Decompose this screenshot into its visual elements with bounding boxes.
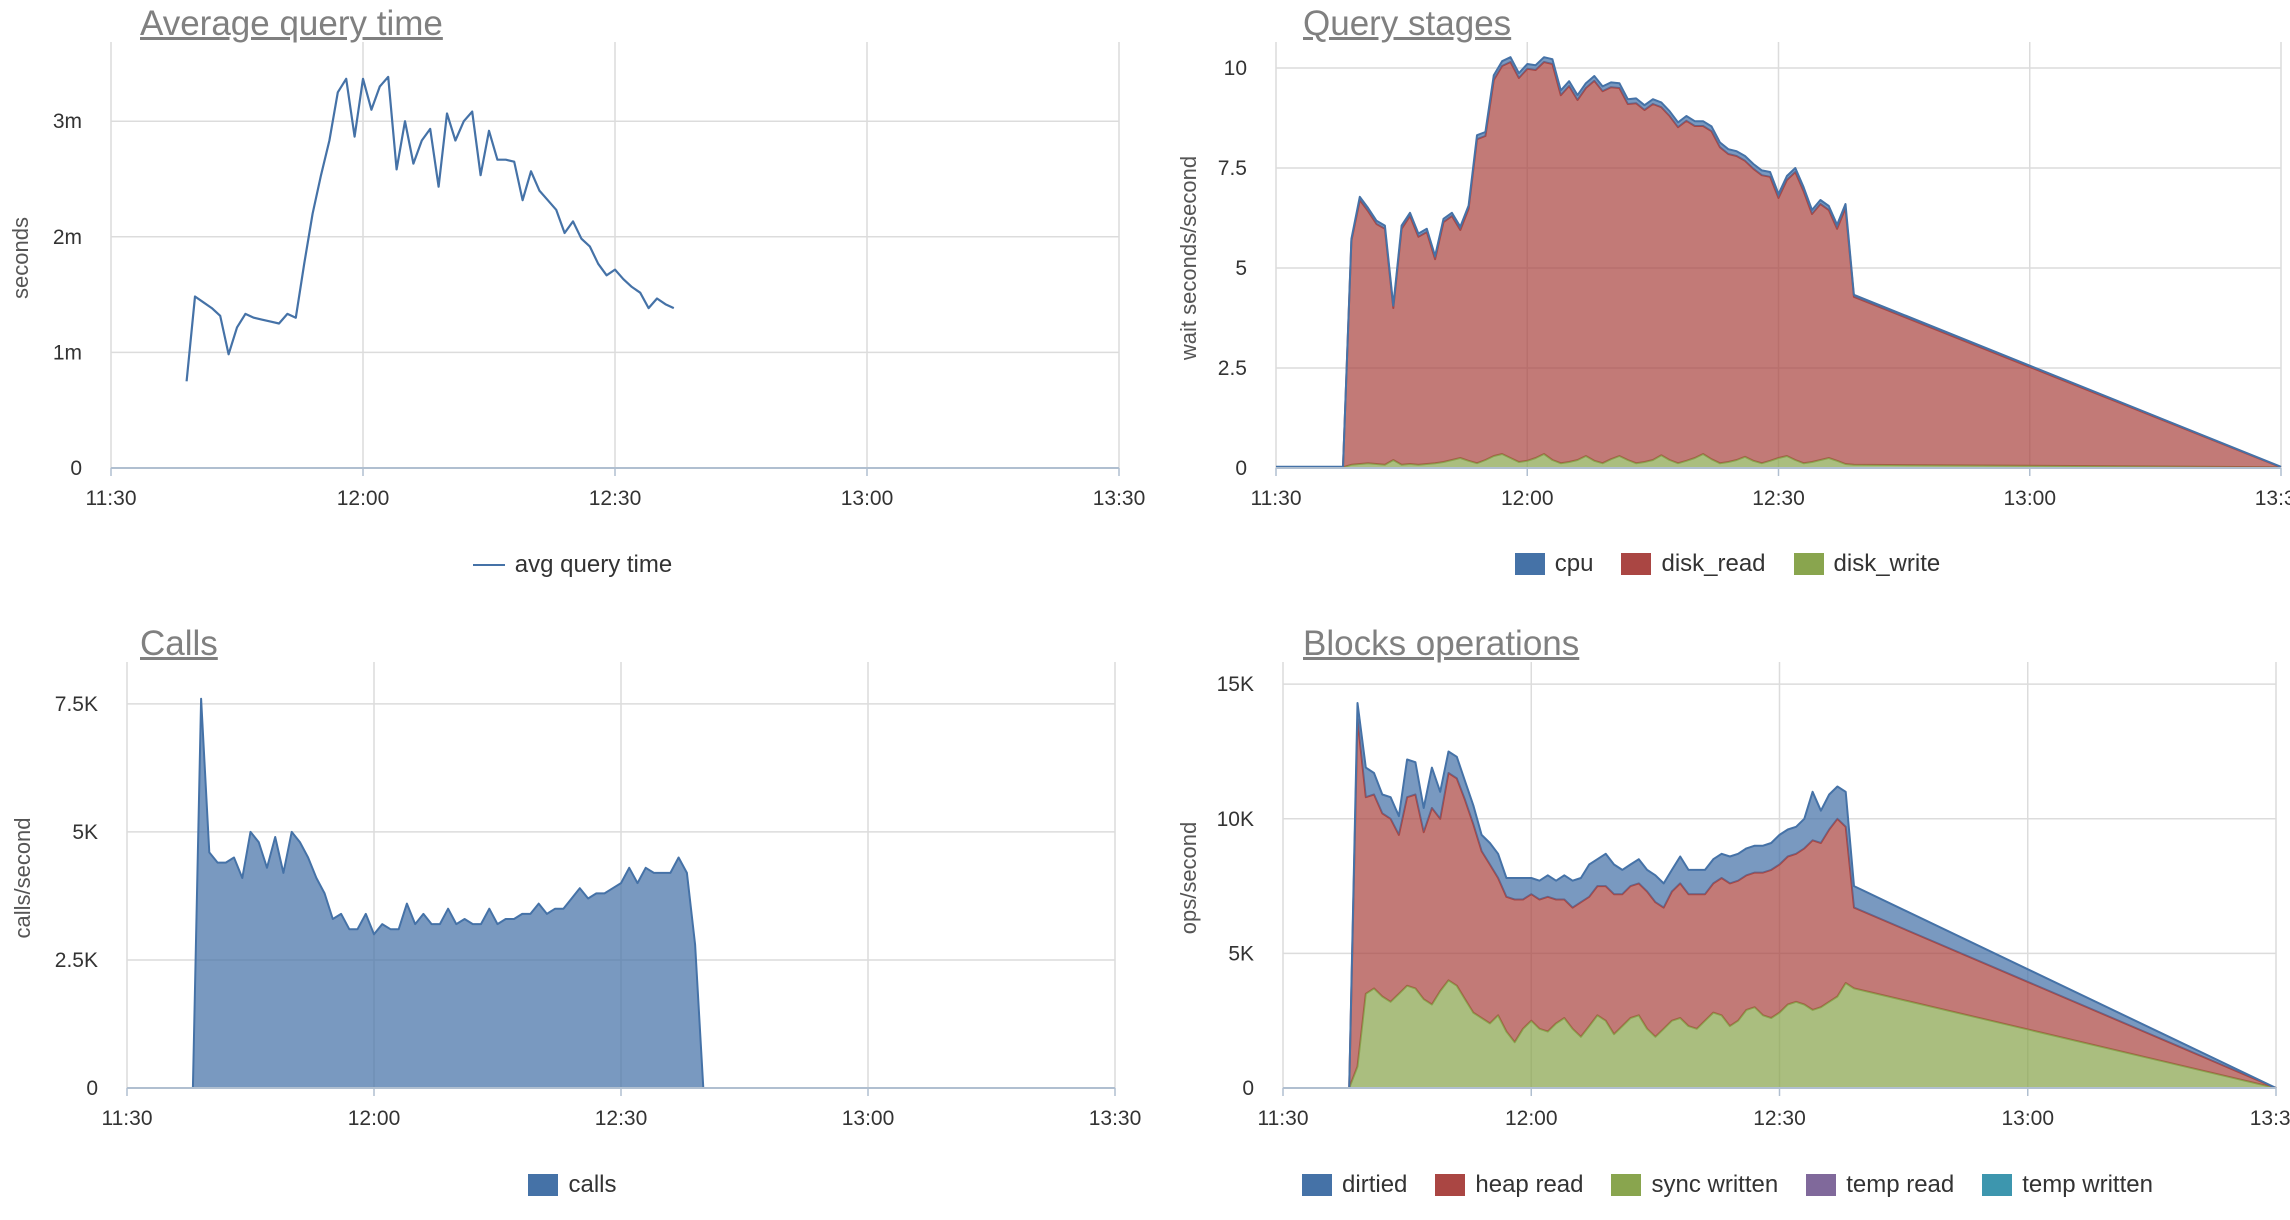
legend-swatch xyxy=(1806,1174,1837,1196)
x-tick-label: 12:30 xyxy=(1752,487,1805,510)
legend-item-avg-query-time[interactable]: avg query time xyxy=(472,551,673,579)
legend-label: heap read xyxy=(1475,1171,1584,1198)
chart-title[interactable]: Blocks operations xyxy=(1303,624,1580,663)
y-tick-label: 7.5K xyxy=(55,693,98,716)
legend-item-temp-written[interactable]: temp written xyxy=(1982,1171,2153,1199)
y-tick-label: 10K xyxy=(1217,808,1254,831)
legend-item-disk-read[interactable]: disk_read xyxy=(1621,550,1766,578)
chart-svg: 0 2.5K 5K 7.5K 11:30 12:00 12:30 13:00 13:30 call… xyxy=(10,662,1142,1130)
legend-swatch xyxy=(1611,1174,1642,1196)
chart-panel-avg-query-time: Average query time 0 1m 2m 3m 11:30 12:00 12:3… xyxy=(0,0,1145,600)
chart-panel-calls: Calls 0 2.5K 5K 7.5K 11:30 12:00 12:30 13:00 13:… xyxy=(0,620,1145,1220)
y-tick-label: 5K xyxy=(1228,942,1254,965)
legend-label: cpu xyxy=(1554,550,1594,577)
legend-item-sync-written[interactable]: sync written xyxy=(1611,1171,1778,1199)
legend-label: temp read xyxy=(1846,1171,1955,1198)
y-tick-label: 5 xyxy=(1235,257,1247,280)
legend-label: disk_write xyxy=(1833,550,1941,577)
x-tick-label: 11:30 xyxy=(1251,487,1302,510)
x-tick-label: 12:00 xyxy=(337,487,390,510)
chart-panel-blocks-operations: Blocks operations 0 5K 10K 15K 11:30 12:00 12:… xyxy=(1165,620,2290,1220)
x-tick-label: 12:30 xyxy=(595,1107,648,1130)
x-tick-label: 12:30 xyxy=(589,487,642,510)
legend-swatch xyxy=(1435,1174,1466,1196)
chart-svg: 0 2.5 5 7.5 10 11:30 12:00 12:30 13:00 13:30 wait … xyxy=(1176,42,2290,510)
legend-swatch xyxy=(1621,553,1652,575)
y-axis-label: calls/second xyxy=(10,817,35,938)
legend-label: dirtied xyxy=(1342,1171,1408,1198)
y-tick-label: 0 xyxy=(70,457,82,480)
series-area-calls xyxy=(127,698,1115,1088)
chart-title[interactable]: Average query time xyxy=(140,4,443,43)
legend-swatch xyxy=(528,1174,559,1196)
chart-legend: dirtied heap read sync written temp read… xyxy=(1165,1171,2290,1199)
x-tick-label: 13:30 xyxy=(1089,1107,1142,1130)
legend-label: calls xyxy=(568,1171,617,1198)
legend-item-dirtied[interactable]: dirtied xyxy=(1302,1171,1407,1199)
chart-legend: avg query time xyxy=(0,551,1145,579)
chart-title[interactable]: Query stages xyxy=(1303,4,1512,43)
x-tick-label: 12:00 xyxy=(1505,1107,1558,1130)
x-tick-label: 12:30 xyxy=(1753,1107,1806,1130)
chart-panel-query-stages: Query stages 0 2.5 5 7.5 10 11:30 12:00 12:30 13… xyxy=(1165,0,2290,600)
series-area-disk-write xyxy=(1276,454,2281,468)
x-tick-label: 13:00 xyxy=(841,487,894,510)
y-axis-label: wait seconds/second xyxy=(1176,156,1201,361)
series-line-cpu xyxy=(1276,56,2282,468)
x-tick-label: 12:00 xyxy=(1501,487,1554,510)
y-tick-label: 5K xyxy=(72,821,98,844)
chart-svg: 0 5K 10K 15K 11:30 12:00 12:30 13:00 13:30 ops/se… xyxy=(1176,662,2290,1130)
y-tick-label: 15K xyxy=(1217,673,1254,696)
y-tick-label: 2.5K xyxy=(55,949,98,972)
x-tick-label: 13:30 xyxy=(2255,487,2290,510)
legend-swatch xyxy=(1793,553,1824,575)
y-tick-label: 10 xyxy=(1224,57,1247,80)
chart-svg: 0 1m 2m 3m 11:30 12:00 12:30 13:00 13:30 seconds xyxy=(8,42,1145,510)
y-tick-label: 7.5 xyxy=(1218,157,1247,180)
legend-swatch xyxy=(472,564,505,566)
chart-legend: cpu disk_read disk_write xyxy=(1165,550,2290,578)
series-line-calls xyxy=(127,697,1115,1089)
legend-item-temp-read[interactable]: temp read xyxy=(1806,1171,1954,1199)
x-tick-label: 13:00 xyxy=(2003,487,2056,510)
y-tick-label: 2.5 xyxy=(1218,357,1247,380)
x-tick-label: 13:00 xyxy=(842,1107,895,1130)
legend-item-disk-write[interactable]: disk_write xyxy=(1793,550,1941,578)
y-tick-label: 3m xyxy=(53,110,82,133)
legend-swatch xyxy=(1982,1174,2013,1196)
legend-label: avg query time xyxy=(514,551,673,578)
x-tick-label: 11:30 xyxy=(1258,1107,1309,1130)
x-tick-label: 12:00 xyxy=(348,1107,401,1130)
series-line-avg-query-time xyxy=(185,75,675,382)
chart-legend: calls xyxy=(0,1171,1145,1199)
legend-item-heap-read[interactable]: heap read xyxy=(1435,1171,1583,1199)
legend-swatch xyxy=(1514,553,1545,575)
series-line-dirtied xyxy=(1283,702,2277,1089)
legend-label: disk_read xyxy=(1661,550,1766,577)
x-tick-label: 13:30 xyxy=(1093,487,1145,510)
y-tick-label: 0 xyxy=(86,1077,98,1100)
y-axis-label: ops/second xyxy=(1176,822,1201,935)
y-tick-label: 0 xyxy=(1235,457,1247,480)
series-area-disk-read xyxy=(1276,62,2281,468)
y-tick-label: 1m xyxy=(53,341,82,364)
legend-label: sync written xyxy=(1651,1171,1779,1198)
series-area-sync-written xyxy=(1283,980,2276,1088)
legend-label: temp written xyxy=(2022,1171,2153,1198)
legend-item-cpu[interactable]: cpu xyxy=(1514,550,1594,578)
x-tick-label: 13:00 xyxy=(2001,1107,2054,1130)
x-tick-label: 11:30 xyxy=(102,1107,153,1130)
x-tick-label: 11:30 xyxy=(86,487,137,510)
series-area-heap-read xyxy=(1283,719,2276,1088)
y-axis-label: seconds xyxy=(8,217,33,299)
y-tick-label: 0 xyxy=(1242,1077,1254,1100)
legend-swatch xyxy=(1302,1174,1333,1196)
y-tick-label: 2m xyxy=(53,226,82,249)
x-tick-label: 13:30 xyxy=(2250,1107,2290,1130)
legend-item-calls[interactable]: calls xyxy=(528,1171,617,1199)
chart-title[interactable]: Calls xyxy=(140,624,218,663)
